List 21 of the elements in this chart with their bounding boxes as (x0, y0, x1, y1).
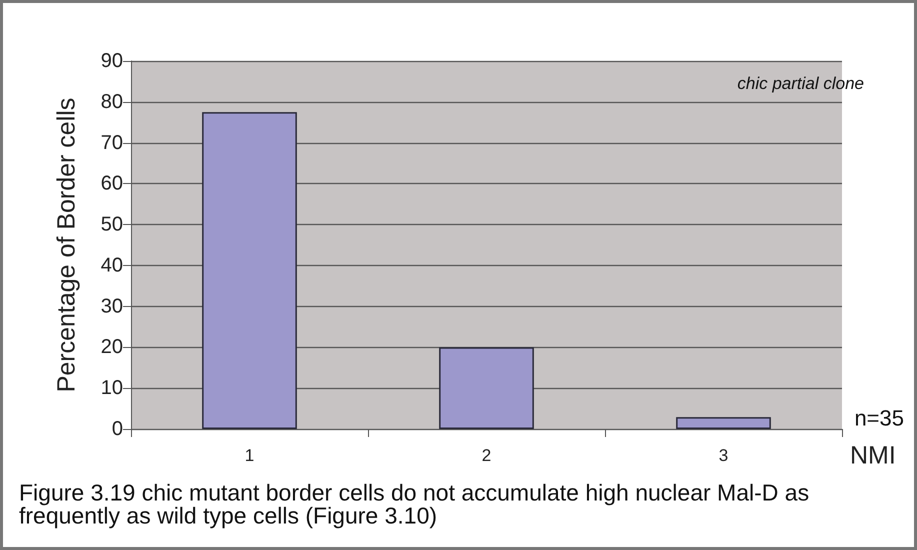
bar (202, 112, 297, 429)
y-tick-label: 80 (100, 90, 123, 113)
y-tick-label: 50 (100, 214, 123, 236)
y-tick-label: 10 (100, 377, 123, 400)
y-tick-label: 90 (100, 50, 123, 72)
y-tick-label: 40 (100, 254, 123, 276)
y-tick-label: 0 (112, 418, 123, 440)
annotation: chic partial clone (737, 74, 864, 93)
bar (439, 347, 534, 429)
y-tick-label: 60 (100, 172, 123, 195)
x-tick-label: 1 (244, 446, 254, 465)
y-tick-label: 30 (100, 295, 123, 318)
y-tick-label: 70 (100, 132, 123, 154)
y-axis-title: Percentage of Border cells (52, 98, 80, 392)
y-tick-label: 20 (100, 336, 123, 358)
x-tick-label: 2 (482, 446, 492, 465)
x-tick-label: 3 (718, 446, 728, 465)
caption: Figure 3.19 chic mutant border cells do not accumulate high nuclear Mal-D as frequently as wild type cells (Figure 3.10) (19, 480, 816, 528)
text: n=35 (854, 406, 904, 430)
x-axis-title: NMI (850, 442, 896, 470)
bar (676, 417, 771, 429)
